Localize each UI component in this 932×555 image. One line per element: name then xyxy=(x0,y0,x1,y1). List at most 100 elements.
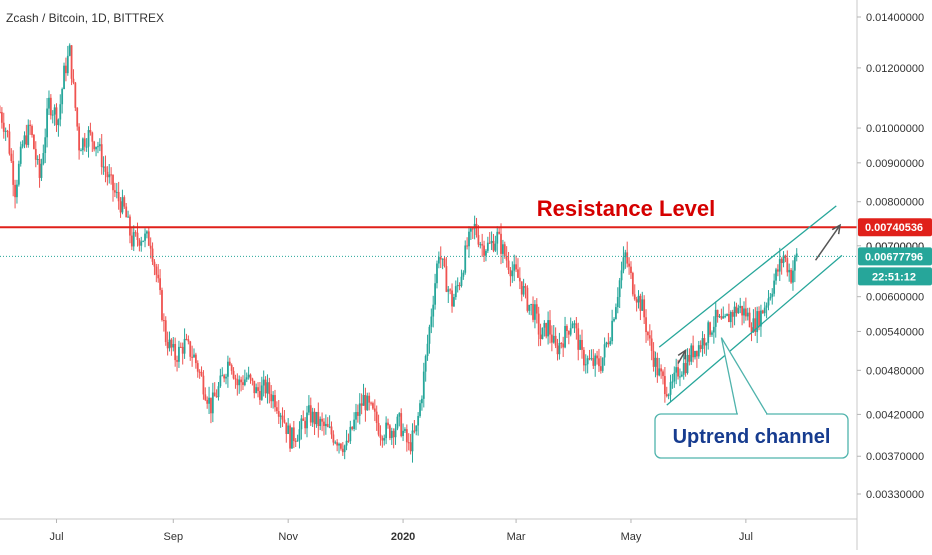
trend-arrow xyxy=(677,349,687,364)
candle-body xyxy=(285,422,288,434)
candle-body xyxy=(138,239,141,246)
candle-body xyxy=(792,270,794,283)
candle-body xyxy=(407,442,410,444)
candle-body xyxy=(200,371,203,376)
candle-body xyxy=(74,82,77,108)
candle-body xyxy=(123,197,126,207)
candle-body xyxy=(415,425,418,432)
candle-body xyxy=(665,394,668,397)
candle-body xyxy=(630,266,632,274)
price-tick-label: 0.00900000 xyxy=(866,158,924,170)
candle-body xyxy=(513,264,516,271)
candle-body xyxy=(773,280,776,294)
candle-body xyxy=(650,338,653,351)
candle-body xyxy=(219,375,222,387)
candle-body xyxy=(405,429,408,443)
candle-body xyxy=(767,298,770,306)
candle-body xyxy=(460,276,463,286)
candle-body xyxy=(179,346,182,348)
candle-body xyxy=(483,245,485,256)
candle-body xyxy=(272,395,275,402)
candle-body xyxy=(243,379,246,385)
candle-body xyxy=(140,241,143,246)
candle-body xyxy=(31,126,33,136)
candle-body xyxy=(370,402,372,404)
candle-body xyxy=(8,131,11,154)
candle-body xyxy=(584,364,587,366)
price-tick-label: 0.00540000 xyxy=(866,326,924,338)
channel-upper-line[interactable] xyxy=(658,205,837,348)
time-axis[interactable]: Jul Sep Nov 2020 Mar May Jul xyxy=(49,519,753,543)
candle-body xyxy=(170,339,173,348)
candle-body xyxy=(112,174,114,191)
candle-body xyxy=(648,335,651,339)
candle-body xyxy=(0,112,3,123)
candle-body xyxy=(390,430,393,439)
candle-body xyxy=(217,386,220,398)
candle-body xyxy=(599,366,602,371)
candle-body xyxy=(208,397,210,404)
candle-body xyxy=(426,343,429,357)
candle-body xyxy=(635,299,638,303)
candle-body xyxy=(309,405,312,423)
candle-body xyxy=(91,132,94,142)
channel-lower-line[interactable] xyxy=(666,254,843,406)
candle-body xyxy=(53,107,56,115)
candle-body xyxy=(375,411,378,424)
candle-body xyxy=(421,398,423,404)
time-tick-label: Nov xyxy=(278,531,298,543)
current-price-tag: 0.00677796 xyxy=(865,251,923,263)
candle-body xyxy=(268,382,271,395)
candle-body xyxy=(716,309,719,318)
candle-body xyxy=(202,375,205,395)
candle-body xyxy=(283,419,286,423)
candle-body xyxy=(215,396,218,398)
candle-body xyxy=(522,286,525,295)
candle-body xyxy=(149,245,152,249)
candle-body xyxy=(511,270,514,277)
candle-body xyxy=(10,153,13,161)
candle-body xyxy=(161,290,163,321)
candle-body xyxy=(726,314,728,316)
candle-body xyxy=(507,260,510,271)
candle-body xyxy=(129,216,131,236)
candle-body xyxy=(162,320,165,322)
candle-body xyxy=(291,427,293,449)
candle-body xyxy=(628,263,630,267)
candle-body xyxy=(360,403,363,406)
candle-body xyxy=(643,299,646,318)
candle-body xyxy=(500,233,502,254)
candle-body xyxy=(57,119,60,126)
candle-body xyxy=(592,358,595,366)
candle-body xyxy=(315,411,318,425)
candle-body xyxy=(469,228,472,232)
candle-body xyxy=(338,443,340,446)
candle-body xyxy=(127,216,129,218)
candle-body xyxy=(334,442,337,444)
candle-body xyxy=(279,415,282,417)
candle-body xyxy=(620,270,623,281)
candle-body xyxy=(449,289,452,291)
candle-body xyxy=(264,379,267,394)
candle-body xyxy=(441,258,444,260)
candle-body xyxy=(198,371,201,373)
candle-body xyxy=(598,358,600,367)
candle-body xyxy=(44,137,47,154)
candle-body xyxy=(330,426,333,435)
candle-body xyxy=(451,290,453,307)
candle-body xyxy=(662,371,664,377)
time-tick-label: Jul xyxy=(49,531,63,543)
candle-body xyxy=(377,423,380,435)
candle-body xyxy=(106,171,109,178)
candle-body xyxy=(639,295,642,311)
candle-body xyxy=(439,257,442,260)
candle-body xyxy=(121,197,124,213)
candle-body xyxy=(311,411,314,423)
candle-body xyxy=(699,345,702,349)
candle-body xyxy=(532,304,534,320)
candle-body xyxy=(25,135,28,145)
candle-body xyxy=(560,343,563,345)
candle-body xyxy=(247,374,250,378)
candle-body xyxy=(255,387,258,394)
